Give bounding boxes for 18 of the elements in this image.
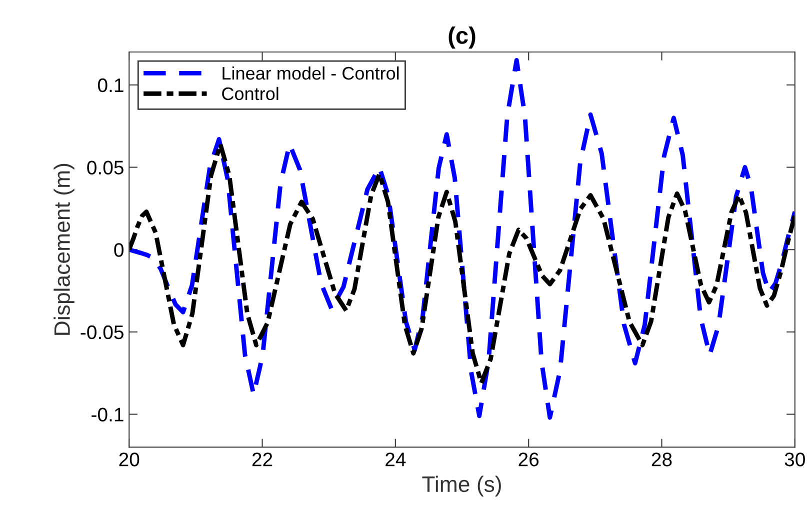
legend-label: Linear model - Control xyxy=(222,66,399,80)
y-tick-label: -0.1 xyxy=(92,408,124,422)
line-series xyxy=(129,142,795,386)
legend-label: Control xyxy=(222,86,278,100)
x-tick-label: 28 xyxy=(652,452,672,466)
x-tick-label: 24 xyxy=(386,452,406,466)
y-tick-label: 0 xyxy=(114,243,124,257)
y-tick-label: 0.05 xyxy=(87,160,124,175)
x-tick-label: 22 xyxy=(252,452,272,466)
x-tick-label: 26 xyxy=(518,452,539,466)
x-tick-label: 30 xyxy=(784,452,805,466)
y-axis-title: Displacement (m) xyxy=(54,164,74,335)
x-tick-label: 20 xyxy=(119,452,140,466)
y-tick-label: -0.05 xyxy=(80,325,124,340)
line-series xyxy=(129,58,795,420)
chart-title: (c) xyxy=(448,26,476,49)
x-axis-title: Time (s) xyxy=(422,476,501,496)
y-tick-label: 0.1 xyxy=(98,78,124,92)
